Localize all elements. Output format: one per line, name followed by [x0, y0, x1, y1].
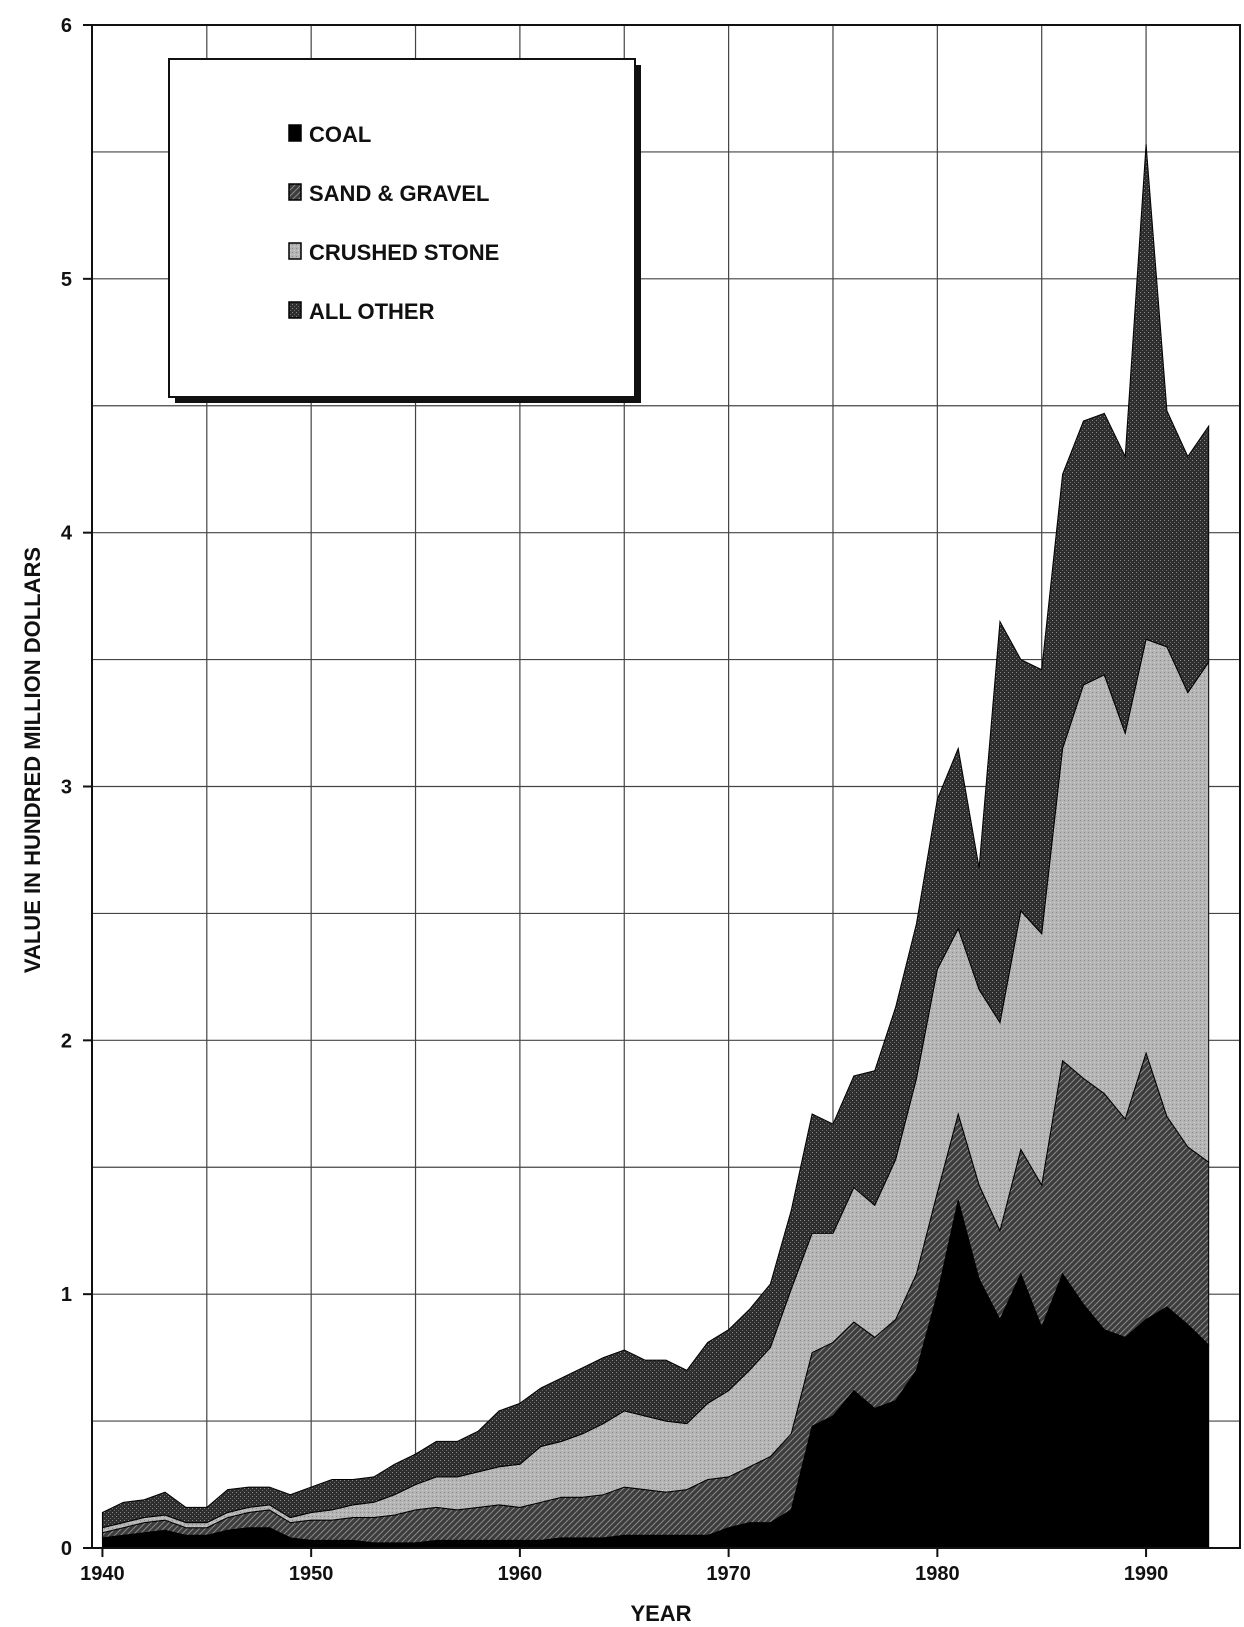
legend-swatch-crushed-stone	[288, 242, 302, 260]
x-tick-label: 1990	[1124, 1563, 1169, 1585]
legend: COAL SAND & GRAVEL CRUSHED STONE ALL OTHER	[168, 58, 641, 403]
y-tick-label: 2	[61, 1030, 72, 1052]
legend-label-crushed-stone: CRUSHED STONE	[309, 240, 499, 265]
x-tick-label: 1980	[915, 1563, 960, 1585]
legend-swatch-all-other	[288, 301, 302, 319]
x-axis-ticks: 1940 1950 1960 1970 1980 1990	[80, 1548, 1168, 1585]
y-tick-label: 1	[61, 1284, 72, 1306]
y-tick-label: 4	[61, 523, 73, 545]
y-tick-label: 3	[61, 777, 72, 799]
y-tick-label: 6	[61, 15, 72, 37]
data-areas	[101, 144, 1210, 1549]
legend-box	[168, 58, 636, 398]
legend-label-coal: COAL	[309, 122, 371, 147]
legend-swatch-sand-gravel	[288, 183, 302, 201]
legend-label-all-other: ALL OTHER	[309, 299, 435, 324]
area-all-other	[101, 144, 1210, 1529]
y-axis-ticks: 0 1 2 3 4 5 6	[61, 15, 92, 1560]
legend-swatch-coal	[288, 124, 302, 142]
y-axis-title: VALUE IN HUNDRED MILLION DOLLARS	[20, 547, 45, 973]
x-tick-label: 1950	[289, 1563, 334, 1585]
x-tick-label: 1940	[80, 1563, 125, 1585]
y-tick-label: 5	[61, 269, 72, 291]
x-axis-title: YEAR	[630, 1601, 691, 1626]
x-tick-label: 1970	[706, 1563, 751, 1585]
legend-label-sand-gravel: SAND & GRAVEL	[309, 181, 490, 206]
y-tick-label: 0	[61, 1538, 72, 1560]
x-tick-label: 1960	[498, 1563, 543, 1585]
legend-items: COAL SAND & GRAVEL CRUSHED STONE ALL OTHER	[288, 122, 499, 324]
